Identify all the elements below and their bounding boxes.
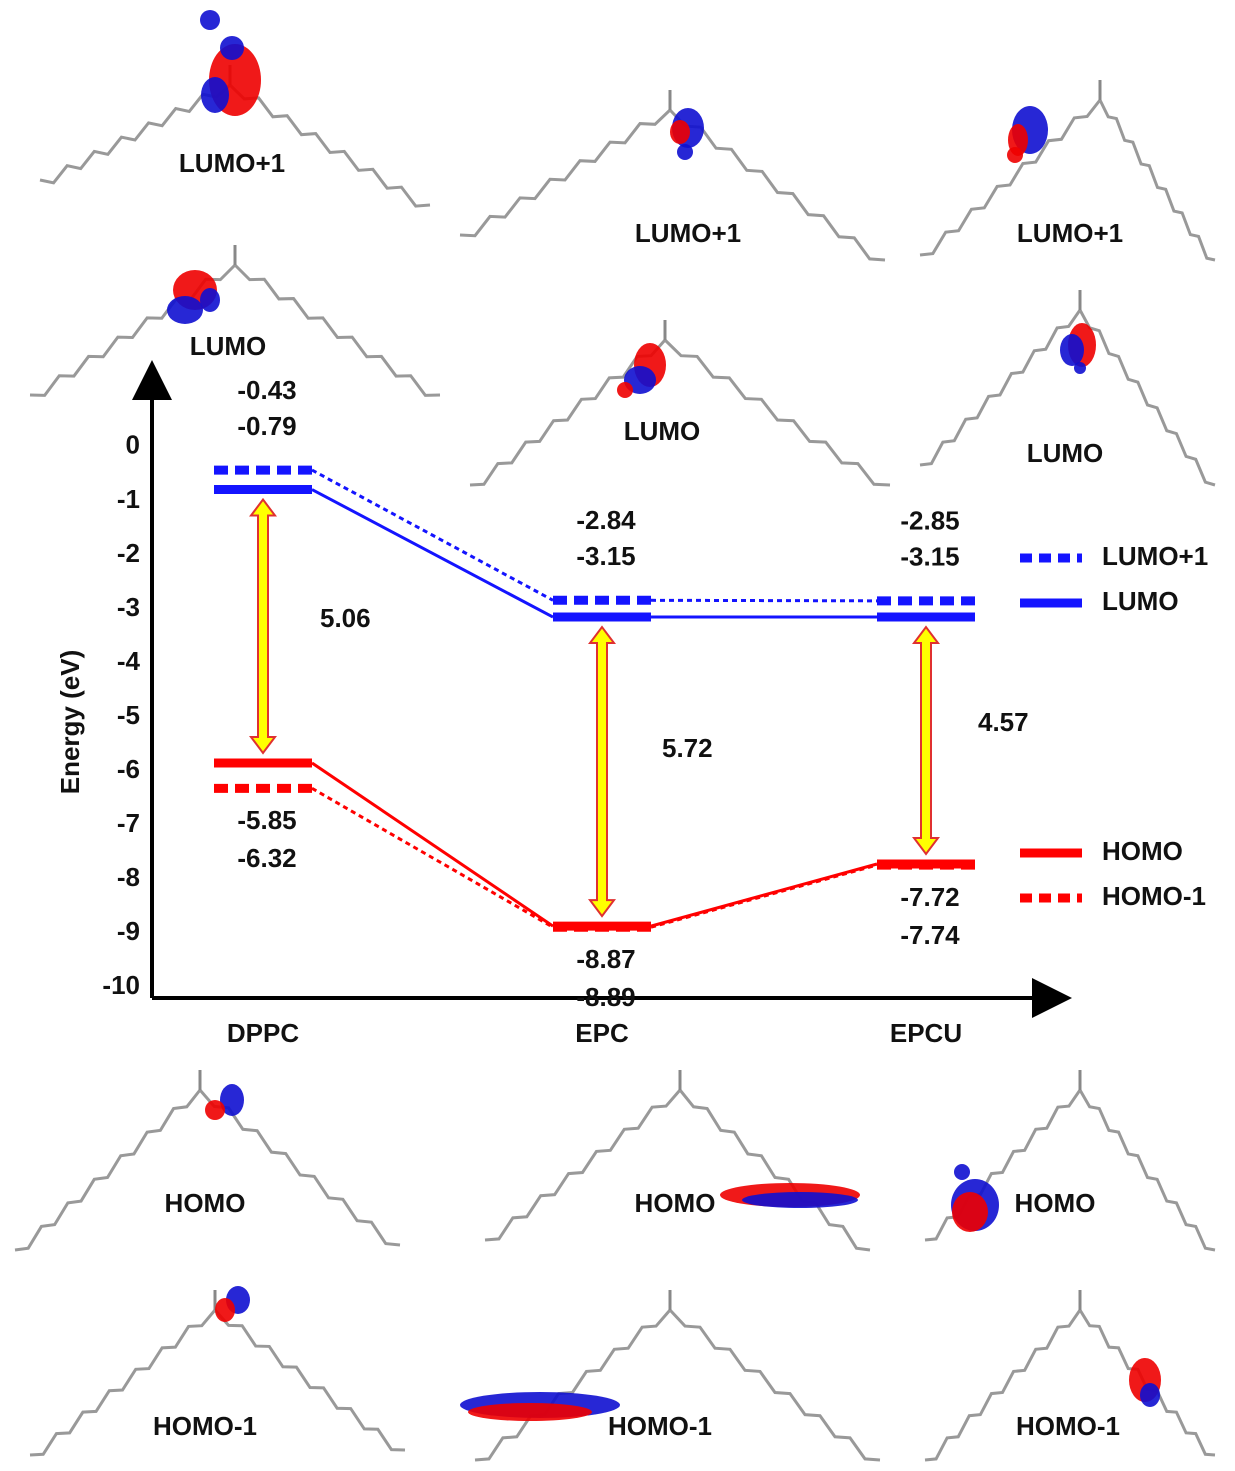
image-label: HOMO-1 xyxy=(608,1411,712,1441)
image-label: HOMO xyxy=(635,1188,716,1218)
y-tick-label: -10 xyxy=(102,970,140,1000)
orbital-lobe xyxy=(952,1192,988,1232)
gap-label: 4.57 xyxy=(978,707,1029,737)
connector xyxy=(312,470,553,600)
chart: LUMO+1LUMOHOMOHOMO-1LUMO+1LUMOHOMOHOMO-1… xyxy=(0,0,1235,1471)
value-label: -3.15 xyxy=(576,541,635,571)
gap-arrow xyxy=(590,627,614,916)
orbital-lobe xyxy=(200,288,220,312)
molecule-chain xyxy=(1080,1090,1215,1250)
image-label: HOMO-1 xyxy=(1016,1411,1120,1441)
image-label: LUMO xyxy=(624,416,701,446)
gap-label: 5.72 xyxy=(662,733,713,763)
x-tick-label: EPCU xyxy=(890,1018,962,1048)
y-tick-label: -9 xyxy=(117,916,140,946)
value-label: -3.15 xyxy=(900,542,959,572)
y-axis-label: Energy (eV) xyxy=(55,650,85,795)
molecule-chain xyxy=(680,1090,870,1250)
orbital-lobe xyxy=(468,1403,592,1421)
legend-label: HOMO-1 xyxy=(1102,881,1206,911)
y-tick-label: -5 xyxy=(117,700,140,730)
image-label: HOMO xyxy=(165,1188,246,1218)
orbital-lobe xyxy=(200,10,220,30)
gap-arrow xyxy=(914,627,938,854)
x-tick-label: DPPC xyxy=(227,1018,299,1048)
connector xyxy=(312,788,553,927)
molecule-chain xyxy=(665,340,890,485)
molecule-images: LUMO+1LUMOHOMOHOMO-1LUMO+1LUMOHOMOHOMO-1… xyxy=(15,10,1215,1460)
value-label: -6.32 xyxy=(237,843,296,873)
gap-arrow xyxy=(251,500,275,753)
value-label: -7.72 xyxy=(900,882,959,912)
y-tick-label: -7 xyxy=(117,808,140,838)
legend-label: LUMO+1 xyxy=(1102,541,1208,571)
value-label: -2.85 xyxy=(900,506,959,536)
orbital-lobe xyxy=(215,1298,235,1322)
orbital-lobe xyxy=(1007,147,1023,163)
molecule-chain xyxy=(460,110,670,236)
image-label: HOMO xyxy=(1015,1188,1096,1218)
image-label: HOMO-1 xyxy=(153,1411,257,1441)
y-tick-label: -8 xyxy=(117,862,140,892)
orbital-lobe xyxy=(677,144,693,160)
connector xyxy=(651,600,877,601)
y-tick-label: 0 xyxy=(126,430,140,460)
orbital-lobe xyxy=(742,1192,858,1208)
value-label: -0.43 xyxy=(237,375,296,405)
orbital-lobe xyxy=(1074,362,1086,374)
molecule-chain xyxy=(230,85,430,206)
connector xyxy=(312,763,553,926)
y-tick-label: -3 xyxy=(117,592,140,622)
orbital-lobe xyxy=(617,382,633,398)
image-label: LUMO+1 xyxy=(1017,218,1123,248)
value-label: -7.74 xyxy=(900,920,960,950)
y-tick-label: -1 xyxy=(117,484,140,514)
value-label: -8.87 xyxy=(576,944,635,974)
value-label: -0.79 xyxy=(237,411,296,441)
gap-label: 5.06 xyxy=(320,603,371,633)
y-tick-label: -6 xyxy=(117,754,140,784)
image-label: LUMO+1 xyxy=(179,148,285,178)
legend-label: LUMO xyxy=(1102,586,1179,616)
connector xyxy=(312,490,553,618)
orbital-lobe xyxy=(954,1164,970,1180)
value-label: -8.89 xyxy=(576,982,635,1012)
legend-label: HOMO xyxy=(1102,836,1183,866)
y-tick-label: -4 xyxy=(117,646,141,676)
orbital-lobe xyxy=(1060,334,1084,366)
value-label: -5.85 xyxy=(237,805,296,835)
orbital-lobe xyxy=(201,77,229,113)
molecule-chain xyxy=(15,1090,200,1250)
orbital-lobe xyxy=(205,1100,225,1120)
orbital-lobe xyxy=(1140,1383,1160,1407)
orbital-lobe xyxy=(220,36,244,60)
image-label: LUMO xyxy=(190,331,267,361)
image-label: LUMO xyxy=(1027,438,1104,468)
value-label: -2.84 xyxy=(576,505,636,535)
orbital-lobe xyxy=(670,120,690,144)
y-tick-label: -2 xyxy=(117,538,140,568)
orbital-lobe xyxy=(167,296,203,324)
image-label: LUMO+1 xyxy=(635,218,741,248)
x-tick-label: EPC xyxy=(575,1018,629,1048)
